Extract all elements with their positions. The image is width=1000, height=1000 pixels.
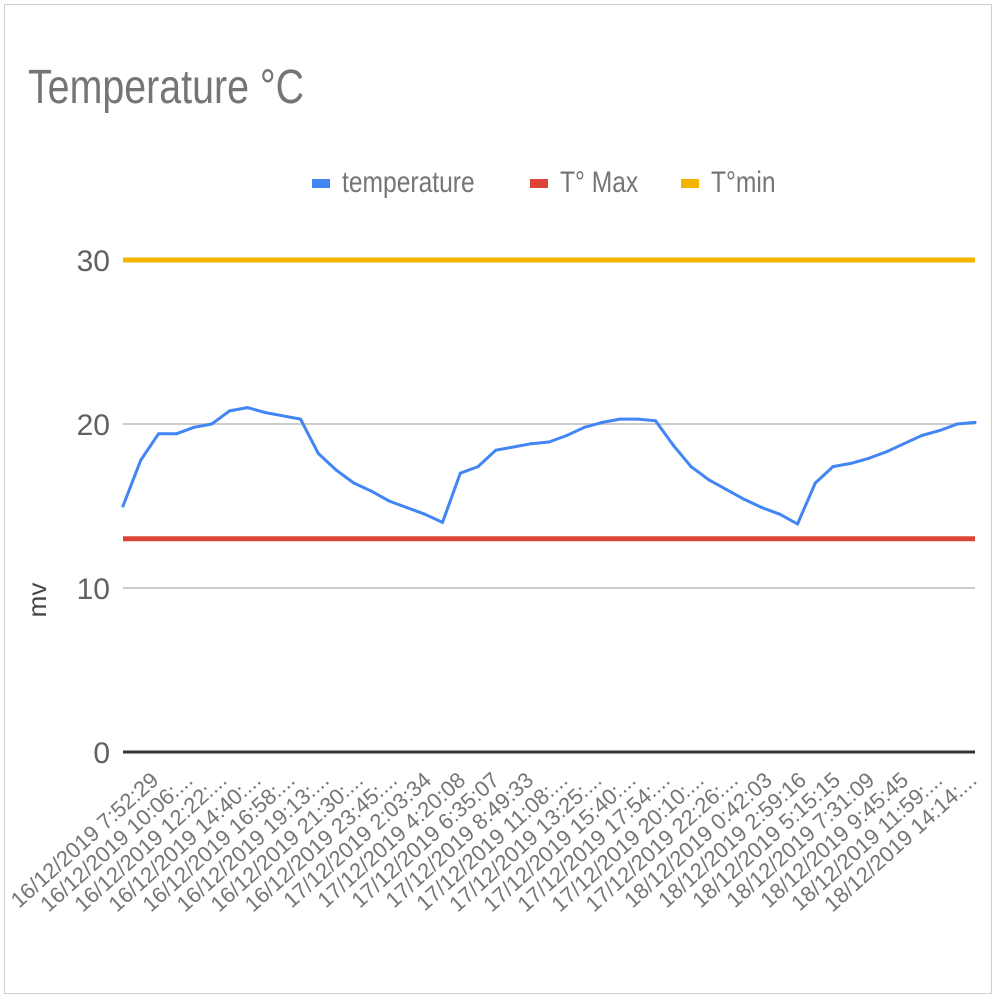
data-point-temperature-7 [245,406,249,410]
data-point-temperature-32 [689,465,693,469]
data-point-temperature-6 [228,409,231,413]
data-point-temperature-37 [778,512,782,516]
y-tick-label-0: 0 [93,737,110,770]
y-tick-label-20: 20 [77,409,110,442]
data-point-temperature-24 [547,440,551,444]
data-point-temperature-2 [157,432,160,436]
data-point-temperature-9 [281,414,285,418]
data-point-temperature-42 [867,456,870,460]
legend-label-temperature: temperature [342,166,475,199]
data-point-temperature-29 [636,417,640,421]
legend-label-tmax: T° Max [559,166,638,199]
data-point-temperature-22 [512,445,515,449]
legend-label-tmin: T°min [711,166,776,199]
data-point-temperature-33 [707,478,711,482]
legend-swatch-temperature [312,178,330,188]
data-point-temperature-28 [618,417,622,421]
y-tick-label-10: 10 [77,573,110,606]
data-point-temperature-43 [884,450,888,454]
data-point-temperature-3 [174,432,178,436]
legend-item-temperature[interactable]: temperature [312,166,504,200]
data-point-temperature-16 [405,506,409,510]
data-point-temperature-44 [902,442,906,446]
data-point-temperature-34 [725,488,728,492]
data-point-temperature-38 [796,522,799,526]
data-point-temperature-0 [121,504,125,508]
data-point-temperature-20 [476,465,480,469]
data-point-temperature-40 [831,465,835,469]
data-point-temperature-13 [352,481,356,485]
legend-item-tmax[interactable]: T° Max [529,166,655,200]
data-point-temperature-46 [938,429,941,433]
data-point-temperature-45 [920,433,924,437]
data-point-temperature-12 [334,468,338,472]
data-point-temperature-30 [654,419,657,423]
data-point-temperature-47 [955,422,959,426]
data-point-temperature-4 [192,425,196,429]
chart-title: Temperature °C [28,61,305,114]
data-point-temperature-14 [370,489,373,493]
data-point-temperature-27 [600,420,604,424]
data-point-temperature-8 [263,411,267,415]
data-point-temperature-48 [973,420,977,424]
data-point-temperature-23 [529,442,533,446]
data-point-temperature-41 [849,461,853,465]
data-point-temperature-26 [583,425,586,429]
data-point-temperature-35 [742,497,746,501]
y-axis-title: mv [22,583,52,618]
data-point-temperature-5 [210,422,214,426]
legend-item-tmin[interactable]: T°min [681,166,790,200]
data-point-temperature-15 [387,499,391,503]
data-point-temperature-19 [458,471,462,475]
data-point-temperature-36 [760,506,764,510]
data-point-temperature-25 [565,433,569,437]
chart-legend: temperature T° Max T°min [312,166,816,200]
y-tick-label-30: 30 [77,245,110,278]
data-point-temperature-21 [494,448,498,452]
data-point-temperature-18 [441,520,444,524]
legend-swatch-tmax [529,178,548,188]
data-point-temperature-17 [423,512,427,516]
data-point-temperature-31 [671,443,675,447]
data-point-temperature-39 [813,481,817,485]
chart-frame [4,4,992,994]
data-point-temperature-11 [316,452,320,456]
data-point-temperature-10 [299,417,302,421]
legend-swatch-tmin [681,178,700,188]
data-point-temperature-1 [139,458,143,462]
series-line-temperature [121,406,977,526]
